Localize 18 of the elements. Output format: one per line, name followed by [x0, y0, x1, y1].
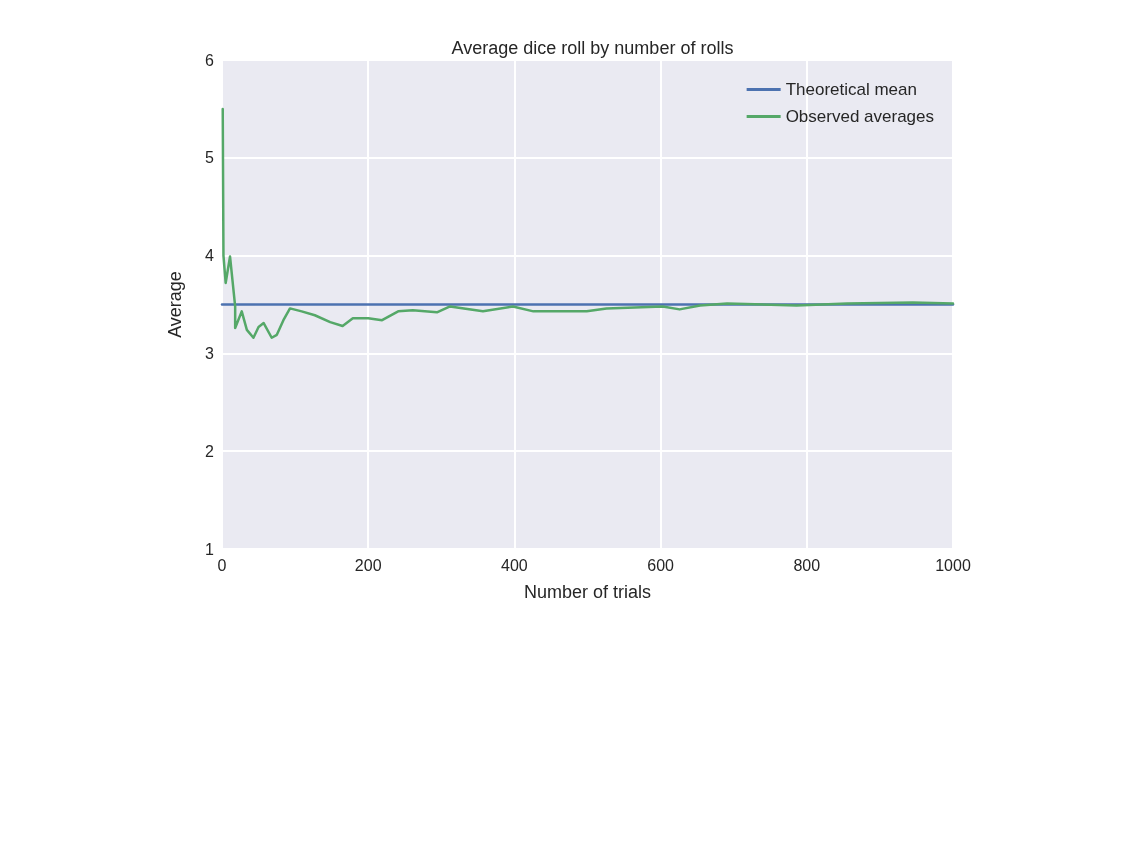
x-tick-label: 400: [501, 556, 528, 574]
y-axis-title: Average: [165, 271, 185, 338]
y-tick-label: 3: [205, 344, 215, 362]
legend-label: Theoretical mean: [785, 80, 917, 99]
x-tick-label: 200: [354, 556, 382, 574]
y-tick-label: 4: [205, 247, 215, 265]
legend-label: Observed averages: [785, 107, 935, 126]
x-tick-label: 1000: [935, 556, 971, 574]
y-tick-label: 2: [205, 442, 215, 460]
x-tick-label: 800: [793, 556, 821, 574]
x-tick-label: 600: [647, 556, 675, 574]
y-tick-label: 5: [205, 149, 215, 167]
y-tick-label: 6: [205, 51, 215, 69]
x-tick-label: 0: [217, 556, 227, 574]
y-tick-label: 1: [205, 540, 215, 558]
chart-title: Average dice roll by number of rolls: [451, 38, 734, 58]
x-axis-title: Number of trials: [523, 582, 652, 602]
line-series: [221, 107, 955, 339]
